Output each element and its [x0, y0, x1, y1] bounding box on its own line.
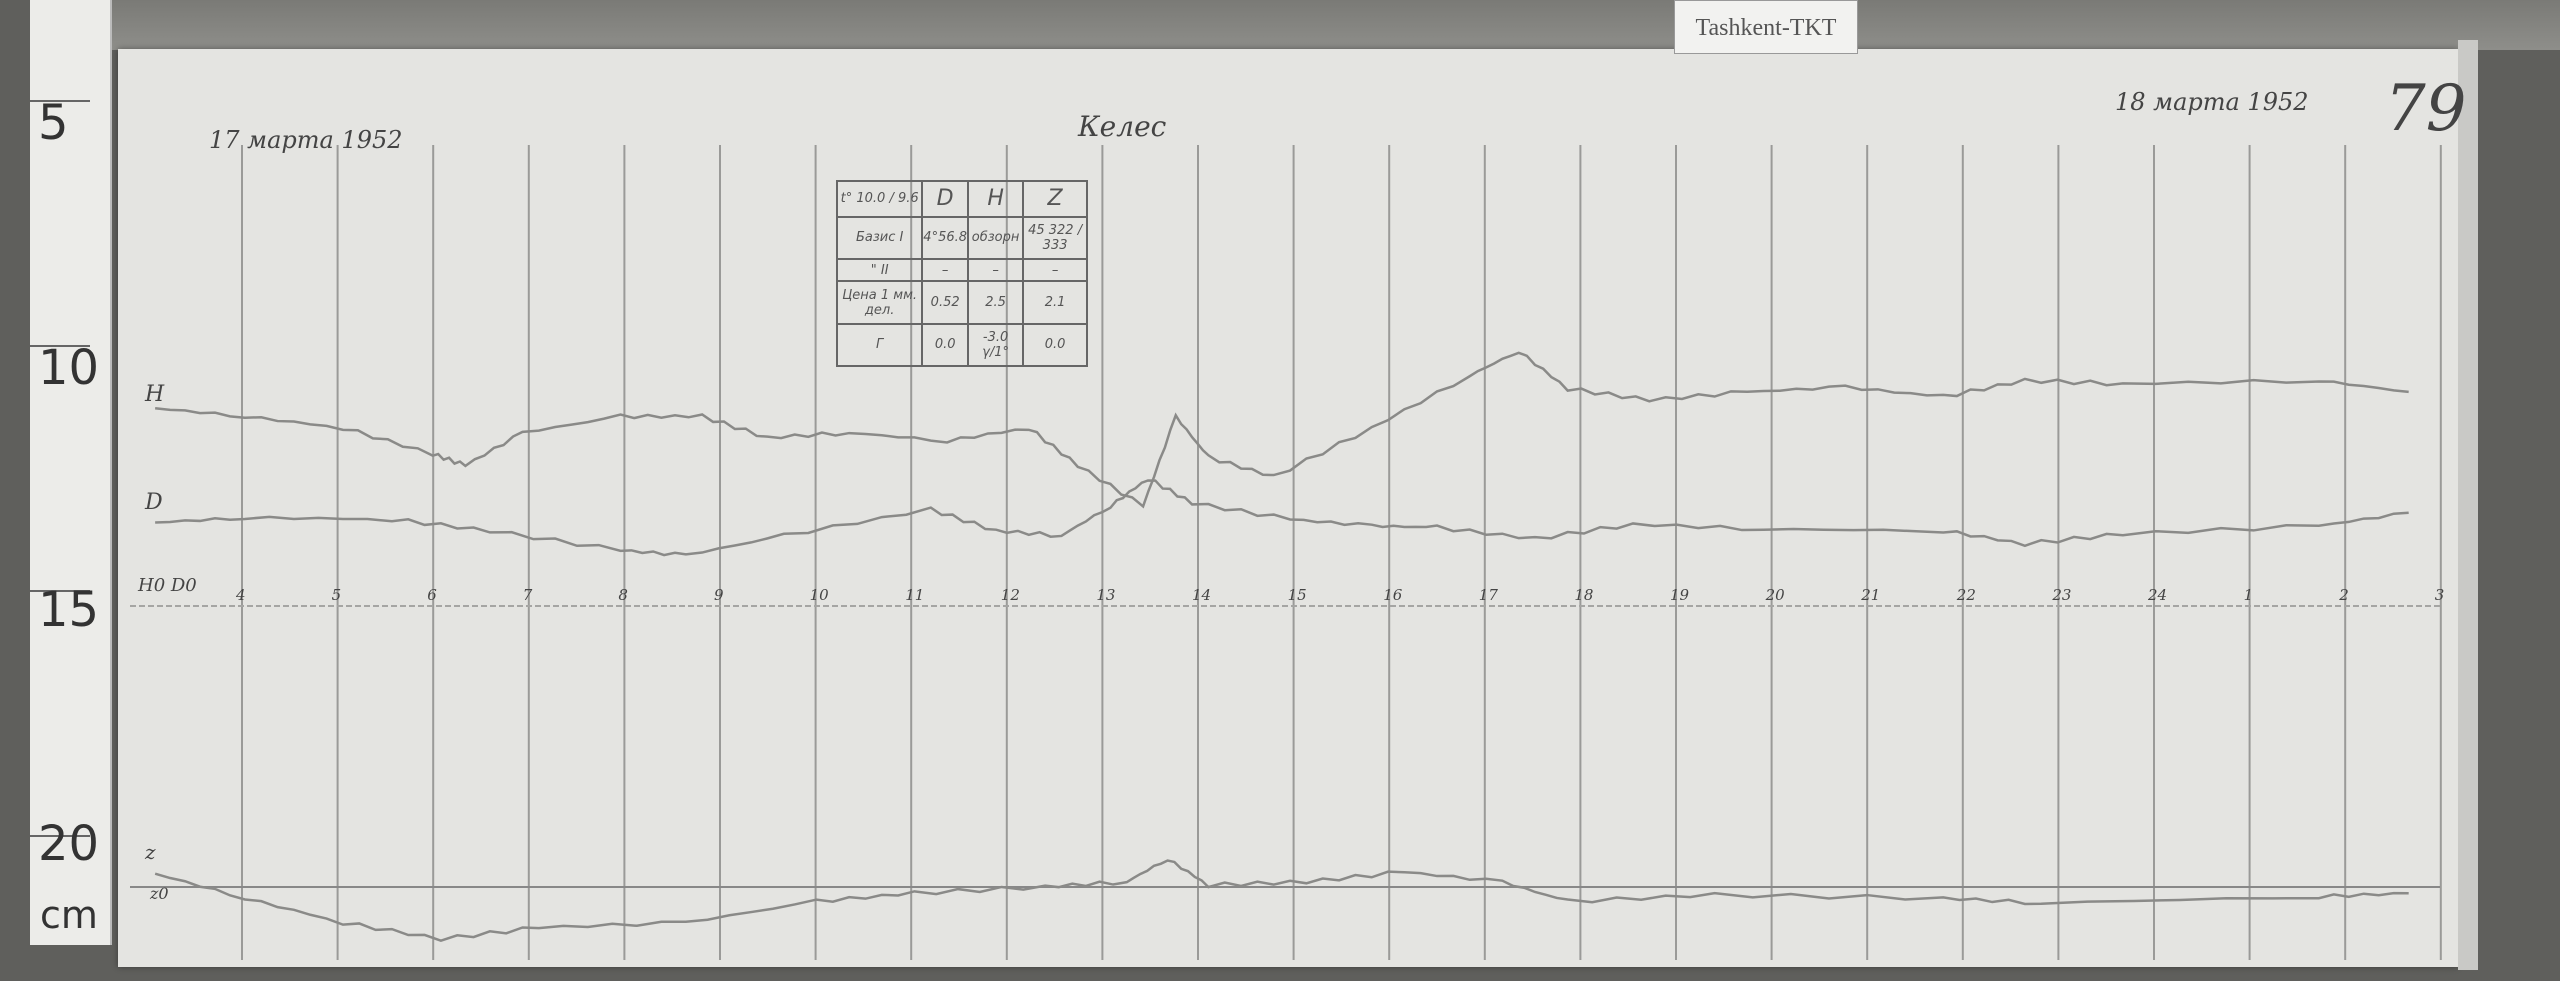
ruler-mark: 20 — [38, 816, 100, 872]
date-end: 18 марта 1952 — [2115, 88, 2309, 116]
table-cell: -3.0 γ/1° — [967, 322, 1025, 368]
ruler-tick — [30, 835, 90, 837]
hour-label: 7 — [522, 586, 533, 604]
ruler-mark: 10 — [38, 340, 100, 396]
sheet-edge — [2458, 40, 2478, 970]
ruler-tick — [30, 100, 90, 102]
ruler-unit: cm — [40, 893, 98, 937]
ruler: 5 10 15 20 cm — [30, 0, 112, 945]
hour-label: 8 — [618, 586, 628, 604]
date-start: 17 марта 1952 — [209, 126, 403, 154]
table-cell: – — [921, 257, 970, 283]
table-cell: – — [967, 257, 1025, 283]
trace-label-h: H — [145, 382, 165, 407]
sheet-number: 79 — [2385, 72, 2467, 146]
station-tag: Tashkent-TKT — [1674, 0, 1858, 54]
trace-label-d: D — [145, 490, 163, 515]
trace-h — [154, 351, 2409, 509]
station-name: Келес — [1078, 110, 1167, 143]
hour-label: 23 — [2052, 586, 2072, 604]
hour-label: 1 — [2243, 586, 2254, 604]
calibration-table: t° 10.0 / 9.6 D H Z Базис I 4°56.8 обзор… — [835, 180, 1088, 368]
ruler-mark: 5 — [38, 95, 69, 151]
hour-label: 3 — [2434, 586, 2445, 604]
table-cell: 2.1 — [1022, 280, 1088, 325]
table-cell: 4°56.8 — [921, 215, 970, 260]
hour-label: 12 — [1000, 586, 1020, 604]
table-header: Z — [1022, 180, 1088, 218]
hour-label: 13 — [1096, 586, 1116, 604]
table-cell: – — [1022, 257, 1088, 283]
hour-label: 17 — [1478, 586, 1498, 604]
table-cell: 0.0 — [921, 322, 970, 368]
table-cell: " II — [835, 257, 924, 283]
table-cell: Цена 1 мм. дел. — [835, 280, 924, 325]
table-cell: 0.52 — [921, 280, 970, 325]
hour-label: 18 — [1574, 586, 1594, 604]
hour-label: 5 — [331, 586, 342, 604]
table-header: D — [921, 180, 970, 218]
hour-label: 20 — [1765, 586, 1785, 604]
table-cell: обзорн — [967, 215, 1025, 260]
hour-label: 16 — [1383, 586, 1403, 604]
trace-z — [154, 859, 2409, 942]
ruler-tick — [30, 590, 90, 592]
trace-label-z: z — [145, 840, 156, 864]
table-cell: Г — [835, 322, 924, 368]
hour-label: 9 — [714, 586, 724, 604]
hour-label: 4 — [236, 586, 246, 604]
trace-label-z0: z0 — [150, 884, 169, 903]
hour-label: 6 — [427, 586, 437, 604]
table-cell: 0.0 — [1022, 322, 1088, 368]
magnetogram-sheet — [118, 49, 2458, 967]
hour-label: 19 — [1670, 586, 1690, 604]
hour-label: 2 — [2339, 586, 2349, 604]
mounting-frame — [100, 0, 2560, 50]
ruler-tick — [30, 345, 90, 347]
table-cell: 2.5 — [967, 280, 1025, 325]
hour-label: 15 — [1287, 586, 1307, 604]
table-cell: Базис I — [835, 215, 924, 260]
hour-label: 10 — [809, 586, 829, 604]
ruler-mark: 15 — [38, 582, 100, 638]
baseline-label: H0 D0 — [138, 575, 197, 596]
hour-label: 21 — [1861, 586, 1881, 604]
trace-d — [155, 479, 2409, 557]
hour-label: 14 — [1192, 586, 1212, 604]
hour-label: 11 — [905, 586, 925, 604]
table-header: H — [967, 180, 1025, 218]
table-header: t° 10.0 / 9.6 — [835, 180, 924, 218]
hour-label: 22 — [1956, 586, 1976, 604]
table-cell: 45 322 / 333 — [1022, 215, 1088, 260]
hour-label: 24 — [2148, 586, 2168, 604]
